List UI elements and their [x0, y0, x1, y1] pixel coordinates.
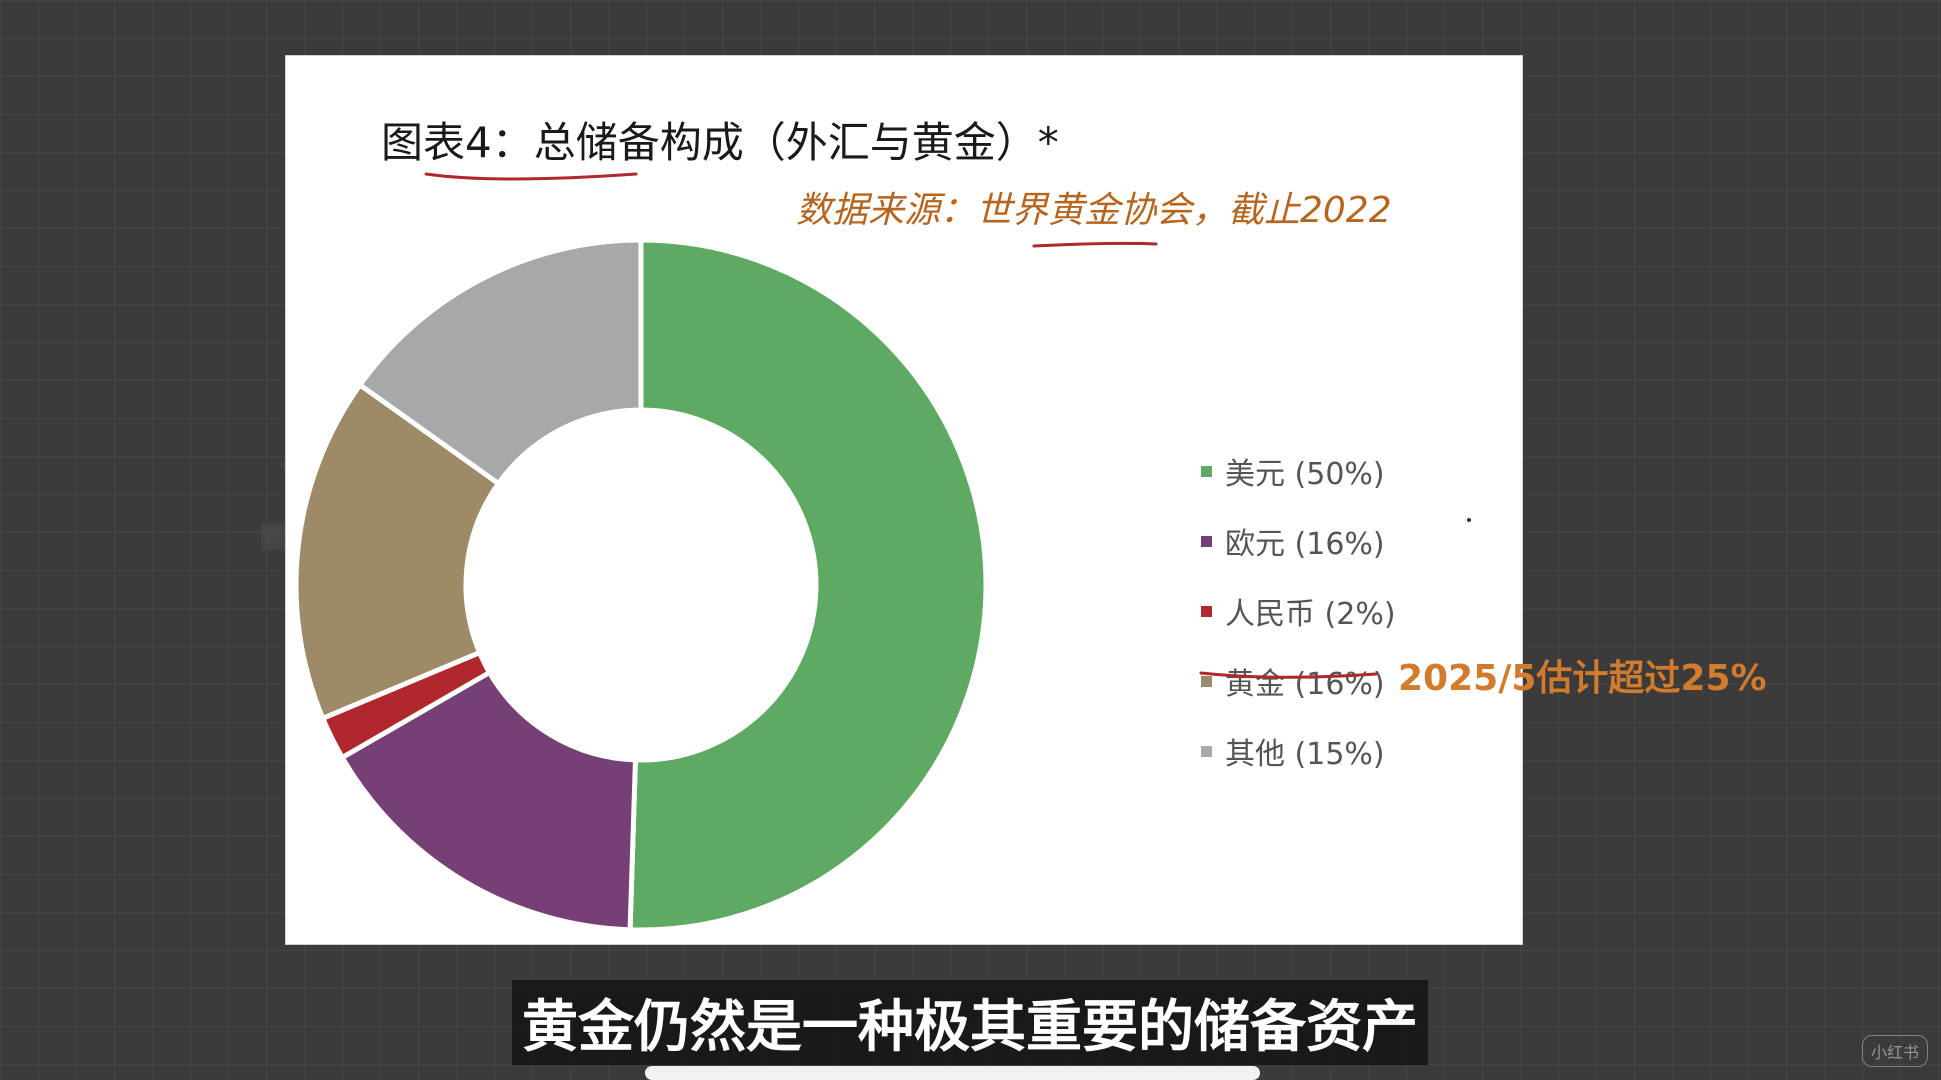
legend-item-4: 其他 (15%) — [1201, 716, 1396, 786]
donut-slice-0 — [627, 237, 989, 933]
legend-item-1: 欧元 (16%) — [1201, 506, 1396, 576]
donut-slice-1 — [338, 669, 639, 933]
legend-swatch — [1201, 465, 1212, 477]
legend-label: 美元 (50%) — [1225, 457, 1385, 492]
legend-swatch — [1201, 675, 1212, 687]
legend-item-2: 人民币 (2%) — [1201, 576, 1396, 646]
legend-item-3: 黄金 (16%) — [1201, 646, 1396, 716]
legend-label: 其他 (15%) — [1225, 737, 1385, 772]
legend-label: 欧元 (16%) — [1225, 527, 1385, 562]
donut-slice-3 — [293, 381, 502, 722]
chart-legend: 美元 (50%) 欧元 (16%) 人民币 (2%) 黄金 (16%) 其他 (15%) — [1201, 436, 1396, 786]
legend-label: 黄金 (16%) — [1225, 667, 1385, 702]
video-caption: 黄金仍然是一种极其重要的储备资产 — [512, 980, 1428, 1065]
legend-label: 人民币 (2%) — [1225, 597, 1396, 632]
donut-chart — [293, 237, 989, 933]
home-indicator[interactable] — [645, 1066, 1260, 1080]
corner-logo: 小红书 — [1862, 1035, 1929, 1067]
stray-dot — [1467, 518, 1471, 522]
gold-forecast-annotation: 2025/5估计超过25% — [1398, 658, 1767, 699]
chart-slide: 图表4：总储备构成（外汇与黄金）* 数据来源：世界黄金协会，截止2022 美元 … — [285, 55, 1767, 945]
legend-swatch — [1201, 605, 1212, 617]
legend-item-0: 美元 (50%) — [1201, 436, 1396, 506]
chart-subtitle: 数据来源：世界黄金协会，截止2022 — [796, 190, 1392, 231]
chart-title: 图表4：总储备构成（外汇与黄金）* — [381, 118, 1059, 167]
legend-swatch — [1201, 745, 1212, 757]
donut-slice-4 — [356, 237, 644, 487]
legend-swatch — [1201, 535, 1212, 547]
